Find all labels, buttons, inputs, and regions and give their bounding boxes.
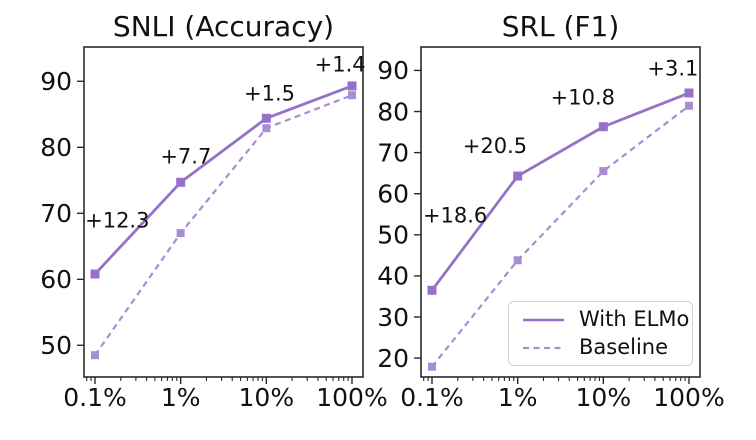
y-tick-label: 30 (377, 303, 409, 332)
x-tick-label: 10% (576, 383, 632, 412)
y-tick-label: 40 (377, 262, 409, 291)
y-tick-label: 20 (377, 344, 409, 373)
chart-title-snli: SNLI (Accuracy) (112, 10, 335, 43)
legend-line-dashed-icon (523, 346, 564, 349)
y-tick-label: 90 (40, 67, 72, 96)
annotation: +10.8 (551, 85, 615, 109)
marker-with-elmo (261, 113, 271, 123)
annotation: +1.4 (315, 53, 366, 77)
marker-baseline (513, 256, 522, 265)
x-tick-label: 0.1% (400, 383, 464, 412)
y-tick-label: 60 (377, 179, 409, 208)
y-tick-label: 90 (377, 56, 409, 85)
y-tick-label: 50 (40, 331, 72, 360)
legend-label-with-elmo: With ELMo (579, 307, 690, 331)
marker-baseline (348, 91, 356, 100)
marker-baseline (91, 351, 99, 360)
series-line-with-elmo (430, 91, 690, 292)
legend-line-solid-icon (523, 318, 564, 321)
series-line-with-elmo (93, 84, 353, 275)
y-tick-label: 50 (377, 221, 409, 250)
plot-frame (420, 46, 701, 378)
marker-with-elmo (598, 122, 608, 132)
legend-label-baseline: Baseline (579, 335, 669, 359)
plot-frame (83, 46, 364, 378)
y-tick-label: 80 (40, 133, 72, 162)
legend: With ELMo Baseline (508, 301, 693, 366)
y-tick-label: 70 (40, 199, 72, 228)
x-tick-label: 10% (239, 383, 295, 412)
x-tick-label: 100% (653, 383, 724, 412)
y-tick-label: 80 (377, 97, 409, 126)
legend-entry-with-elmo: With ELMo (522, 309, 692, 330)
annotation: +12.3 (85, 208, 149, 232)
marker-with-elmo (684, 88, 694, 98)
x-tick-label: 0.1% (63, 383, 127, 412)
marker-baseline (428, 362, 436, 371)
marker-with-elmo (90, 269, 100, 279)
chart-title-srl: SRL (F1) (501, 10, 620, 43)
annotation: +18.6 (423, 203, 487, 227)
series-line-baseline (94, 94, 353, 356)
marker-baseline (599, 167, 608, 176)
marker-with-elmo (427, 285, 437, 295)
x-tick-label: 1% (498, 383, 538, 412)
series-line-baseline (431, 104, 690, 368)
marker-baseline (262, 124, 271, 133)
annotation: +20.5 (463, 134, 527, 158)
annotation: +7.7 (160, 144, 211, 168)
x-tick-label: 1% (161, 383, 201, 412)
marker-baseline (685, 101, 693, 110)
y-tick-label: 70 (377, 138, 409, 167)
y-tick-label: 60 (40, 265, 72, 294)
x-tick-label: 100% (316, 383, 387, 412)
marker-with-elmo (513, 171, 523, 181)
legend-entry-baseline: Baseline (522, 337, 692, 358)
annotation: +1.5 (244, 82, 295, 106)
marker-with-elmo (347, 81, 357, 91)
marker-with-elmo (176, 177, 186, 187)
annotation: +3.1 (647, 56, 698, 80)
marker-baseline (176, 229, 185, 238)
